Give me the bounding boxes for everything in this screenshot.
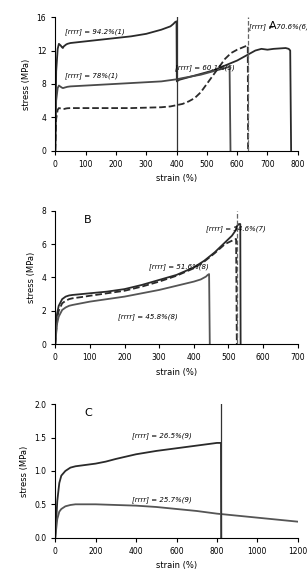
Text: C: C	[84, 408, 92, 418]
Text: [rrrr] = 25.7%(9): [rrrr] = 25.7%(9)	[132, 496, 192, 503]
Text: A: A	[269, 21, 276, 31]
Text: [rrrr] = 26.5%(9): [rrrr] = 26.5%(9)	[132, 432, 192, 439]
Text: [rrrr] = 78%(1): [rrrr] = 78%(1)	[65, 72, 118, 78]
Text: [rrrr] = 94.2%(1): [rrrr] = 94.2%(1)	[65, 28, 125, 35]
Text: [rrrr] = 70.6%(6): [rrrr] = 70.6%(6)	[249, 23, 307, 30]
Y-axis label: stress (MPa): stress (MPa)	[22, 58, 31, 109]
Text: [rrrr] = 51.6%(8): [rrrr] = 51.6%(8)	[149, 263, 208, 270]
Text: [rrrr] = 60.1%(5): [rrrr] = 60.1%(5)	[175, 64, 235, 70]
Text: B: B	[84, 214, 92, 225]
Y-axis label: stress (MPa): stress (MPa)	[20, 446, 29, 496]
Text: [rrrr] = 54.6%(7): [rrrr] = 54.6%(7)	[206, 225, 266, 232]
X-axis label: strain (%): strain (%)	[156, 368, 197, 377]
Y-axis label: stress (MPa): stress (MPa)	[27, 252, 36, 303]
X-axis label: strain (%): strain (%)	[156, 174, 197, 183]
Text: [rrrr] = 45.8%(8): [rrrr] = 45.8%(8)	[118, 313, 177, 320]
X-axis label: strain (%): strain (%)	[156, 561, 197, 570]
